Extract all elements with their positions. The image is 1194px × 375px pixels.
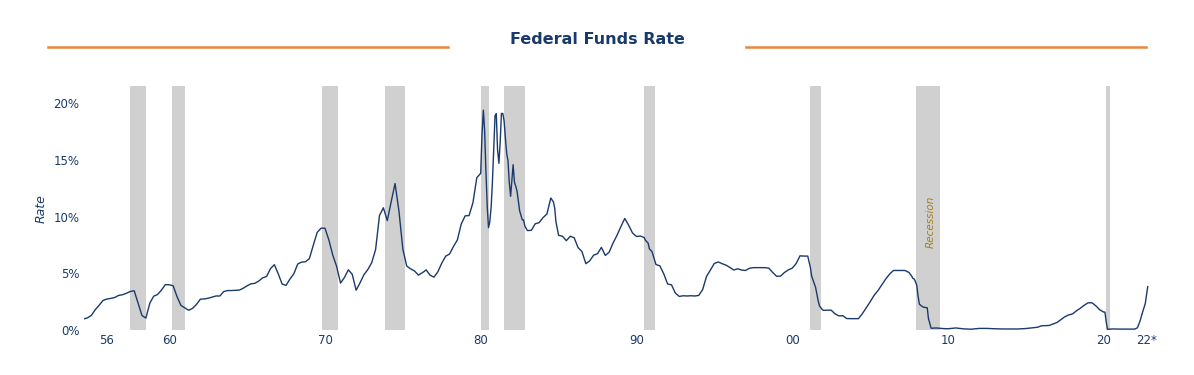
Bar: [172, 86, 185, 330]
Bar: [322, 86, 338, 330]
Bar: [504, 86, 525, 330]
Bar: [645, 86, 654, 330]
Text: Federal Funds Rate: Federal Funds Rate: [510, 32, 684, 47]
Y-axis label: Rate: Rate: [35, 194, 48, 223]
Bar: [130, 86, 146, 330]
Bar: [481, 86, 488, 330]
Bar: [384, 86, 406, 330]
Bar: [1107, 86, 1110, 330]
Text: Recession: Recession: [927, 196, 936, 249]
Bar: [811, 86, 820, 330]
Bar: [916, 86, 940, 330]
